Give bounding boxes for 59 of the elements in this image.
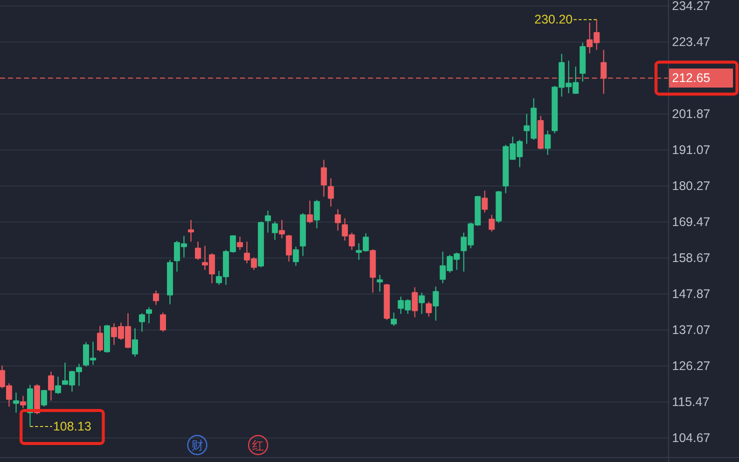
candlestick — [412, 286, 418, 318]
annotation: 108.13 — [53, 419, 92, 434]
candlestick — [320, 159, 327, 198]
candlestick — [132, 328, 138, 358]
annotation: 财 — [191, 438, 204, 452]
candlestick — [97, 325, 104, 352]
candlestick — [384, 283, 390, 320]
candlestick — [55, 376, 62, 394]
candlestick — [146, 306, 152, 324]
candlestick — [390, 312, 397, 326]
candlestick — [544, 130, 551, 156]
y-tick-label: 115.47 — [672, 395, 710, 409]
ref-line-label: 212.65 — [672, 71, 710, 86]
candlestick — [300, 212, 306, 256]
candlestick — [314, 199, 320, 229]
candlestick — [306, 200, 313, 224]
y-tick-label: 223.47 — [672, 35, 710, 49]
candlestick — [292, 246, 299, 266]
y-tick-label: 191.07 — [672, 143, 710, 157]
candlestick — [188, 219, 194, 242]
y-tick-label: 169.47 — [672, 215, 710, 229]
candlestick — [432, 286, 439, 322]
candlestick — [160, 312, 166, 332]
candlestick — [488, 214, 495, 232]
candlestick — [20, 395, 26, 409]
candlestick — [236, 236, 243, 250]
candlestick — [138, 312, 146, 332]
candlestick — [418, 292, 425, 314]
y-tick-label: 180.27 — [672, 179, 710, 193]
y-tick-label: 147.87 — [672, 287, 710, 301]
candlestick — [13, 392, 20, 414]
candlestick — [194, 241, 201, 260]
candlestick — [496, 190, 502, 224]
y-tick-label: 234.27 — [672, 0, 710, 13]
candlestick — [482, 190, 488, 214]
y-tick-label: 104.67 — [672, 431, 710, 445]
candlestick — [278, 219, 285, 239]
candlestick — [104, 324, 110, 354]
candlestick — [538, 115, 544, 150]
annotation: 230.20 — [534, 12, 573, 27]
candlestick — [264, 210, 271, 234]
candlestick — [152, 290, 159, 306]
candlestick — [376, 274, 383, 292]
candlestick — [286, 234, 292, 262]
y-tick-label: 158.67 — [672, 251, 710, 265]
candlestick — [166, 259, 173, 305]
candlestick — [41, 389, 48, 408]
candlestick — [334, 208, 341, 232]
y-tick-label: 126.27 — [672, 359, 710, 373]
candlestick — [370, 248, 376, 294]
annotation: 红 — [252, 438, 264, 452]
candlestick — [580, 42, 586, 82]
candlestick — [272, 221, 278, 240]
candlestick — [258, 221, 264, 268]
candlestick — [328, 178, 334, 208]
candlestick — [48, 371, 54, 402]
y-tick-label: 137.07 — [672, 323, 710, 337]
y-tick-label: 201.87 — [672, 107, 710, 121]
candlestick — [426, 301, 432, 318]
